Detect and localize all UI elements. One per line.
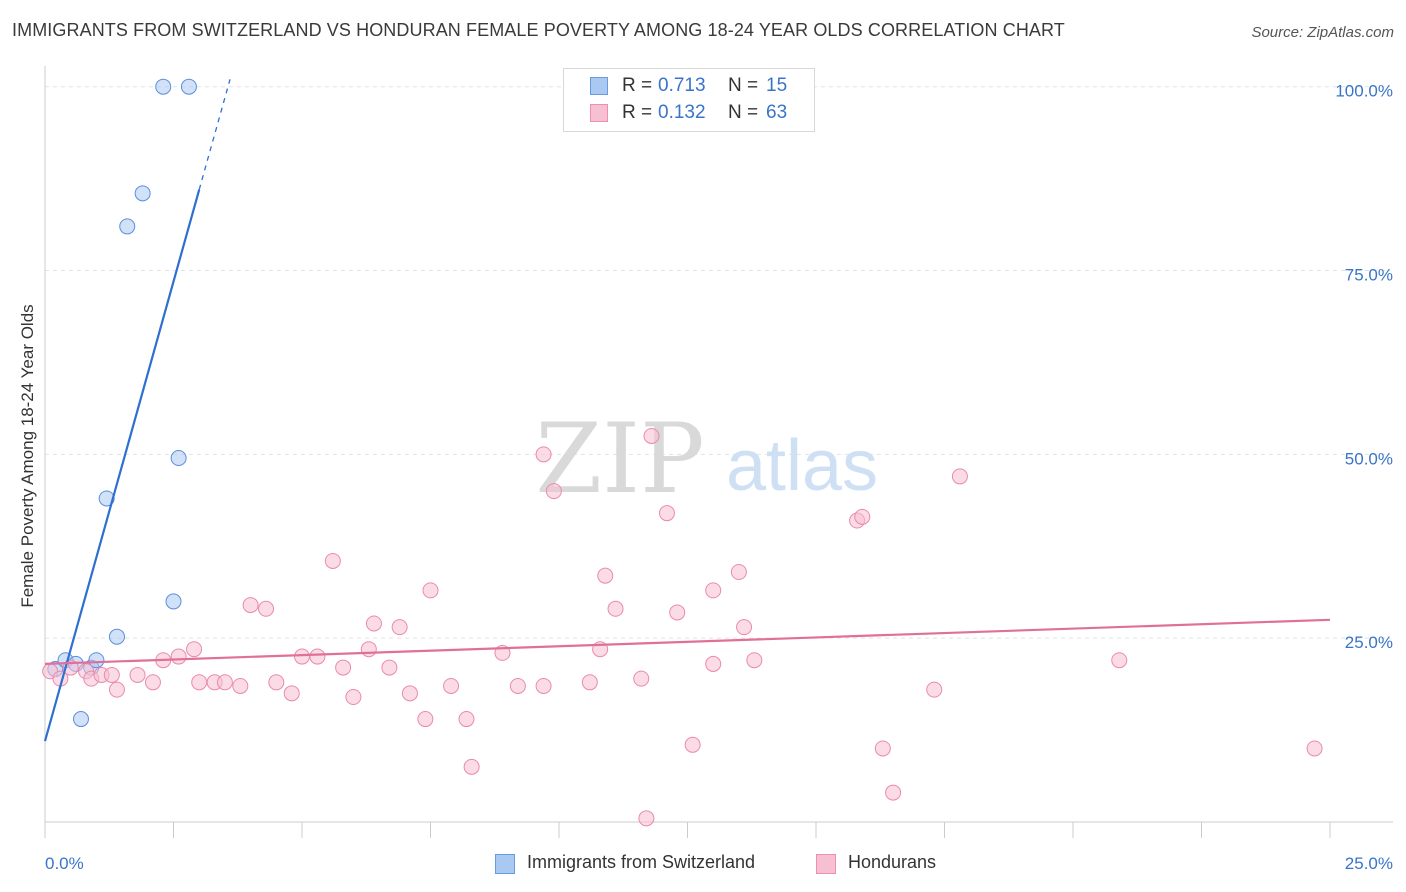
n-label: N = bbox=[728, 75, 759, 96]
point-switzerland bbox=[88, 652, 105, 669]
point-switzerland bbox=[170, 450, 187, 467]
stats-swatch-switzerland bbox=[590, 77, 608, 95]
point-hondurans bbox=[581, 674, 598, 691]
point-hondurans bbox=[643, 427, 660, 444]
point-hondurans bbox=[144, 674, 161, 691]
r-value: 0.713 bbox=[658, 75, 706, 96]
watermark-zip: ZIP bbox=[535, 403, 704, 515]
stats-swatch-hondurans bbox=[590, 104, 608, 122]
tick-labels: 25.0% 50.0% 75.0% 100.0% 0.0% 25.0% bbox=[45, 82, 1393, 873]
point-hondurans bbox=[335, 659, 352, 676]
point-hondurans bbox=[103, 666, 120, 683]
legend-label-hondurans: Hondurans bbox=[848, 852, 937, 872]
point-hondurans bbox=[242, 597, 259, 614]
point-hondurans bbox=[108, 681, 125, 698]
legend-swatch-hondurans bbox=[816, 854, 836, 874]
point-hondurans bbox=[1306, 740, 1323, 757]
point-hondurans bbox=[458, 711, 475, 728]
r-label: R = bbox=[622, 75, 653, 96]
axes bbox=[44, 66, 1393, 838]
x-tick-label: 0.0% bbox=[45, 854, 84, 873]
gridlines bbox=[45, 86, 1390, 639]
point-hondurans bbox=[607, 600, 624, 617]
point-hondurans bbox=[360, 641, 377, 658]
point-hondurans bbox=[309, 648, 326, 665]
point-hondurans bbox=[730, 564, 747, 580]
watermark-atlas: atlas bbox=[726, 426, 878, 506]
point-hondurans bbox=[705, 655, 722, 672]
r-value: 0.132 bbox=[658, 102, 706, 123]
point-hondurans bbox=[705, 582, 722, 599]
point-switzerland bbox=[98, 490, 115, 507]
legend-swatch-switzerland bbox=[495, 854, 515, 874]
point-hondurans bbox=[381, 659, 398, 676]
point-hondurans bbox=[633, 670, 650, 687]
y-tick-label: 75.0% bbox=[1345, 266, 1393, 285]
watermark: ZIP atlas bbox=[535, 403, 878, 515]
point-hondurans bbox=[401, 685, 418, 702]
point-hondurans bbox=[926, 681, 943, 698]
point-hondurans bbox=[535, 677, 552, 694]
point-hondurans bbox=[597, 567, 614, 584]
point-hondurans bbox=[658, 505, 675, 522]
r-label: R = bbox=[622, 102, 653, 123]
y-tick-label: 100.0% bbox=[1335, 82, 1393, 101]
point-switzerland bbox=[108, 628, 125, 645]
trend-line-switzerland bbox=[43, 189, 201, 742]
point-switzerland bbox=[165, 593, 182, 610]
point-hondurans bbox=[258, 600, 275, 617]
point-hondurans bbox=[186, 641, 203, 658]
point-hondurans bbox=[669, 604, 686, 621]
point-hondurans bbox=[129, 666, 146, 683]
n-label: N = bbox=[728, 102, 759, 123]
point-hondurans bbox=[170, 648, 187, 665]
point-hondurans bbox=[1111, 652, 1128, 669]
point-hondurans bbox=[443, 677, 460, 694]
point-hondurans bbox=[216, 674, 233, 691]
trend-line-hondurans bbox=[44, 618, 1331, 666]
point-hondurans bbox=[874, 740, 891, 757]
y-axis-label: Female Poverty Among 18-24 Year Olds bbox=[18, 304, 37, 608]
point-hondurans bbox=[854, 508, 871, 525]
point-hondurans bbox=[391, 619, 408, 636]
point-hondurans bbox=[509, 677, 526, 694]
point-hondurans bbox=[294, 648, 310, 665]
point-hondurans bbox=[365, 615, 382, 632]
n-value: 15 bbox=[766, 75, 788, 96]
point-hondurans bbox=[535, 446, 552, 463]
correlation-stats-box: R = 0.713 N = 15 R = 0.132 N = 63 bbox=[563, 68, 815, 132]
point-hondurans bbox=[283, 685, 300, 702]
point-hondurans bbox=[638, 810, 655, 827]
trend-line-switzerland-extension bbox=[198, 79, 231, 190]
point-hondurans bbox=[191, 674, 208, 691]
point-hondurans bbox=[951, 468, 968, 485]
y-tick-label: 50.0% bbox=[1345, 449, 1393, 468]
data-points bbox=[42, 78, 1323, 827]
point-hondurans bbox=[345, 689, 362, 705]
point-hondurans bbox=[463, 758, 480, 775]
point-switzerland bbox=[134, 185, 151, 202]
trend-lines bbox=[43, 79, 1331, 742]
point-hondurans bbox=[417, 711, 434, 728]
point-hondurans bbox=[736, 619, 753, 636]
point-hondurans bbox=[232, 677, 249, 694]
point-hondurans bbox=[422, 582, 439, 599]
point-hondurans bbox=[268, 674, 285, 691]
point-hondurans bbox=[545, 483, 562, 500]
chart-title: IMMIGRANTS FROM SWITZERLAND VS HONDURAN … bbox=[12, 20, 1065, 40]
point-switzerland bbox=[72, 711, 89, 728]
y-tick-label: 25.0% bbox=[1345, 633, 1393, 652]
point-hondurans bbox=[885, 784, 902, 801]
source-label: Source: ZipAtlas.com bbox=[1251, 24, 1394, 41]
point-hondurans bbox=[746, 652, 763, 669]
point-switzerland bbox=[180, 78, 197, 95]
legend-label-switzerland: Immigrants from Switzerland bbox=[527, 852, 756, 872]
point-hondurans bbox=[684, 736, 701, 753]
x-tick-label: 25.0% bbox=[1345, 854, 1393, 873]
point-hondurans bbox=[324, 552, 341, 569]
n-value: 63 bbox=[766, 102, 788, 123]
point-switzerland bbox=[155, 78, 172, 95]
point-switzerland bbox=[119, 218, 136, 235]
